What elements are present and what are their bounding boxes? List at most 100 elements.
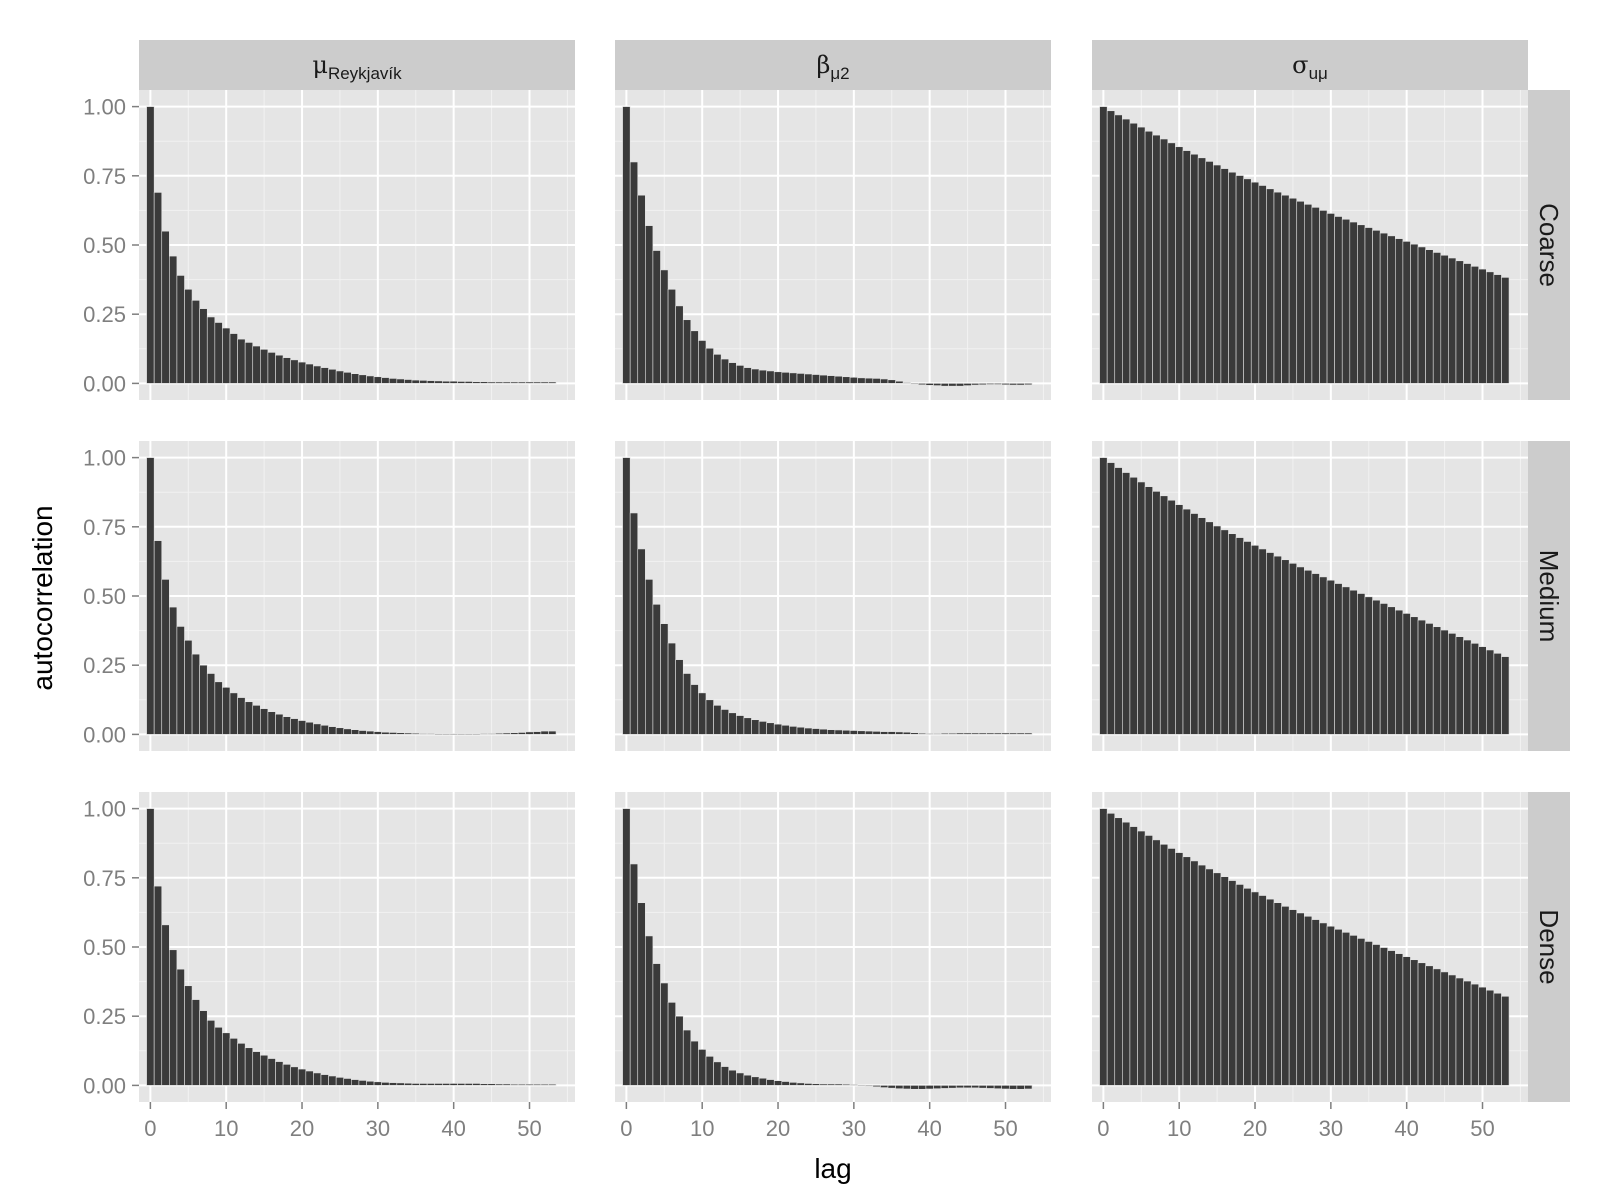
row-strip-medium: [1528, 441, 1570, 751]
bar-lag-20: [773, 1080, 783, 1086]
bar-lag-31: [1334, 216, 1343, 384]
bar-lag-25: [335, 1077, 345, 1086]
bar-lag-27: [827, 1083, 836, 1086]
bar-lag-36: [419, 380, 428, 384]
bar-lag-29: [366, 730, 375, 735]
bar-lag-39: [1395, 609, 1404, 735]
panel-coarse-2: [1092, 90, 1528, 400]
bar-lag-18: [758, 1077, 767, 1086]
bar-lag-36: [1372, 599, 1381, 735]
bar-lag-39: [918, 1085, 927, 1090]
bar-lag-36: [895, 380, 904, 384]
bar-lag-11: [229, 692, 238, 735]
column-strip-subscript-0: Reykjavík: [328, 64, 402, 83]
bar-lag-3: [1122, 472, 1131, 735]
bar-lag-52: [1493, 992, 1502, 1086]
bar-lag-14: [728, 362, 737, 384]
panel-medium-1: [615, 441, 1051, 751]
bar-lag-43: [472, 1083, 481, 1086]
bar-lag-15: [736, 715, 745, 735]
bar-lag-44: [955, 383, 965, 387]
bar-lag-53: [1501, 656, 1510, 735]
column-strip-label-0: μReykjavík: [312, 51, 402, 83]
y-tick-label: 1.00: [83, 446, 126, 471]
y-tick-label: 0.25: [83, 653, 126, 678]
bar-lag-43: [1425, 623, 1434, 735]
bar-lag-39: [1395, 238, 1404, 384]
bar-lag-13: [244, 701, 254, 735]
bar-lag-43: [1425, 249, 1434, 384]
bar-lag-45: [963, 383, 972, 386]
bar-lag-44: [1432, 252, 1442, 384]
panel-coarse-0: 0.00 0.25 0.50 0.75 1.00: [83, 90, 575, 400]
bar-lag-49: [1470, 983, 1480, 1086]
bar-lag-42: [1417, 962, 1426, 1086]
bar-lag-37: [1379, 232, 1389, 384]
bar-lag-51: [1485, 271, 1495, 384]
row-strip-coarse: [1528, 90, 1570, 400]
bar-lag-31: [381, 377, 390, 384]
bar-lag-23: [796, 1082, 805, 1086]
bar-lag-38: [1387, 606, 1396, 735]
bar-lag-41: [1410, 959, 1419, 1086]
bar-lag-34: [880, 731, 889, 735]
bar-lag-34: [1357, 224, 1366, 384]
bar-lag-6: [191, 300, 200, 384]
bar-lag-32: [864, 1085, 874, 1087]
bar-lag-51: [1008, 732, 1018, 735]
bar-lag-21: [1258, 895, 1267, 1086]
bar-lag-48: [1463, 639, 1472, 735]
bar-lag-22: [1266, 552, 1275, 735]
bar-lag-5: [1137, 126, 1146, 384]
y-tick-label: 1.00: [83, 95, 126, 120]
bar-lag-17: [1228, 171, 1237, 384]
bar-lag-34: [404, 1082, 413, 1086]
bar-lag-13: [1197, 517, 1207, 735]
bar-lag-10: [1175, 146, 1184, 384]
bar-lag-24: [1281, 906, 1290, 1086]
x-tick-label: 10: [690, 1116, 714, 1141]
bar-lag-46: [495, 1083, 504, 1086]
bar-lag-0: [1099, 106, 1108, 384]
bar-lag-20: [773, 371, 783, 384]
bar-lag-41: [1410, 243, 1419, 384]
y-tick-label: 0.00: [83, 371, 126, 396]
bar-lag-14: [1205, 521, 1214, 735]
bar-lag-3: [645, 225, 654, 384]
x-tick-label: 0: [144, 1116, 156, 1141]
bar-lag-43: [1425, 965, 1434, 1086]
bar-lag-18: [282, 357, 291, 384]
bar-lag-43: [948, 732, 957, 735]
bar-lag-12: [713, 705, 722, 735]
bar-lag-27: [351, 729, 360, 735]
bar-lag-12: [713, 1061, 722, 1086]
bar-lag-21: [781, 372, 790, 384]
bar-lag-18: [1235, 884, 1244, 1086]
bar-lag-18: [1235, 537, 1244, 735]
bar-lag-37: [1379, 603, 1389, 735]
bar-lag-40: [925, 1085, 934, 1090]
bar-lag-28: [358, 374, 367, 384]
bar-lag-5: [184, 288, 193, 384]
bar-lag-23: [1273, 902, 1282, 1086]
bar-lag-24: [328, 368, 337, 384]
bar-lag-47: [502, 732, 511, 735]
bar-lag-6: [1144, 486, 1153, 735]
bar-lag-16: [743, 1074, 752, 1086]
bar-lag-45: [1440, 629, 1449, 735]
bar-lag-17: [751, 1076, 760, 1086]
column-strip-subscript-1: μ2: [830, 64, 849, 83]
bar-lag-20: [1250, 891, 1260, 1086]
bar-lag-50: [525, 1083, 534, 1086]
bar-lag-19: [766, 370, 775, 384]
bar-lag-33: [396, 378, 405, 384]
bar-lag-33: [396, 1082, 405, 1086]
bar-lag-5: [660, 269, 669, 384]
x-tick-label: 30: [1319, 1116, 1343, 1141]
bar-lag-14: [252, 705, 261, 735]
x-tick-label: 10: [214, 1116, 238, 1141]
x-tick-label: 20: [1243, 1116, 1267, 1141]
bar-lag-6: [667, 288, 676, 384]
bar-lag-21: [305, 363, 314, 384]
bar-lag-28: [834, 375, 843, 384]
